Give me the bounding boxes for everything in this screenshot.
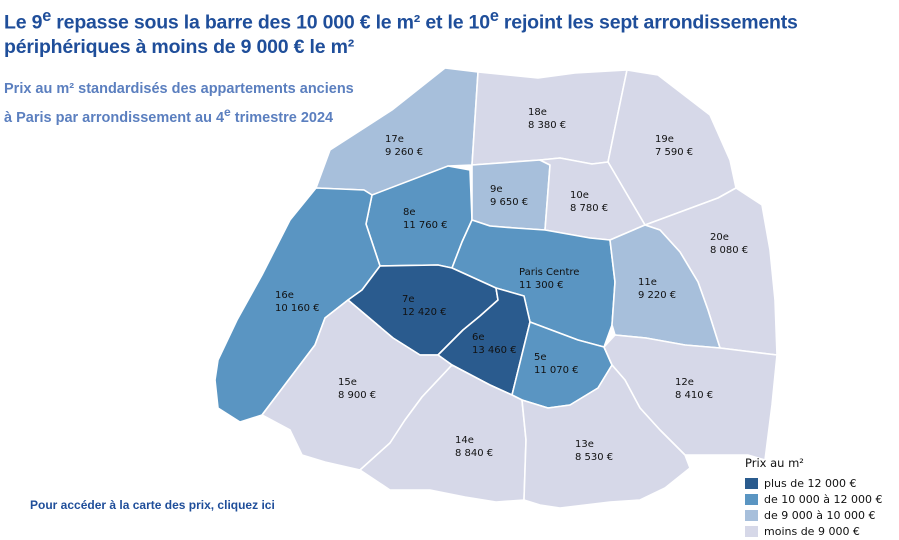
arrondissement-9 bbox=[471, 159, 551, 231]
arrondissement-18 bbox=[471, 69, 628, 166]
arrondissement-17-price: 9 260 € bbox=[385, 147, 423, 158]
arrondissement-10-name: 10e bbox=[570, 190, 589, 201]
arrondissement-18-name: 18e bbox=[528, 107, 547, 118]
arrondissement-13-name: 13e bbox=[575, 439, 594, 450]
arrondissement-8-price: 11 760 € bbox=[403, 220, 448, 231]
arrondissement-8-name: 8e bbox=[403, 207, 416, 218]
arrondissement-18-price: 8 380 € bbox=[528, 120, 566, 131]
legend: Prix au m² plus de 12 000 € de 10 000 à 1… bbox=[745, 456, 895, 540]
arrondissement-6-price: 13 460 € bbox=[472, 345, 517, 356]
arrondissement-5-name: 5e bbox=[534, 352, 547, 363]
legend-label: de 10 000 à 12 000 € bbox=[764, 492, 883, 506]
legend-item: plus de 12 000 € bbox=[745, 476, 895, 490]
arrondissement-14-price: 8 840 € bbox=[455, 448, 493, 459]
arrondissement-9-price: 9 650 € bbox=[490, 197, 528, 208]
arrondissement-13 bbox=[521, 364, 691, 509]
arrondissement-11-name: 11e bbox=[638, 277, 657, 288]
arrondissement-7-price: 12 420 € bbox=[402, 307, 447, 318]
arrondissement-6-name: 6e bbox=[472, 332, 485, 343]
arrondissement-5-price: 11 070 € bbox=[534, 365, 579, 376]
arrondissement-12-price: 8 410 € bbox=[675, 390, 713, 401]
legend-title: Prix au m² bbox=[745, 456, 804, 470]
legend-label: moins de 9 000 € bbox=[764, 524, 860, 538]
legend-swatch bbox=[745, 509, 758, 521]
legend-item: moins de 9 000 € bbox=[745, 524, 895, 538]
legend-swatch bbox=[745, 477, 758, 489]
arrondissement-11-price: 9 220 € bbox=[638, 290, 676, 301]
arrondissement-9-name: 9e bbox=[490, 184, 503, 195]
price-map-link[interactable]: Pour accéder à la carte des prix, clique… bbox=[30, 498, 275, 512]
arrondissement-19-price: 7 590 € bbox=[655, 147, 693, 158]
arrondissement-15-price: 8 900 € bbox=[338, 390, 376, 401]
arrondissement-10-price: 8 780 € bbox=[570, 203, 608, 214]
arrondissement-12-name: 12e bbox=[675, 377, 694, 388]
legend-swatch bbox=[745, 493, 758, 505]
legend-item: de 9 000 à 10 000 € bbox=[745, 508, 895, 522]
legend-label: de 9 000 à 10 000 € bbox=[764, 508, 876, 522]
arrondissement-15-name: 15e bbox=[338, 377, 357, 388]
arrondissement-20-price: 8 080 € bbox=[710, 245, 748, 256]
arrondissement-13-price: 8 530 € bbox=[575, 452, 613, 463]
arrondissement-14-name: 14e bbox=[455, 435, 474, 446]
arrondissement-19-name: 19e bbox=[655, 134, 674, 145]
headline: Le 9e repasse sous la barre des 10 000 €… bbox=[4, 7, 798, 58]
legend-swatch bbox=[745, 525, 758, 537]
arrondissement-16-name: 16e bbox=[275, 290, 294, 301]
arrondissement-16-price: 10 160 € bbox=[275, 303, 320, 314]
arrondissement-17-name: 17e bbox=[385, 134, 404, 145]
arrondissement-7-name: 7e bbox=[402, 294, 415, 305]
map-subtitle: Prix au m² standardisés des appartements… bbox=[4, 81, 354, 126]
arrondissement-20-name: 20e bbox=[710, 232, 729, 243]
legend-label: plus de 12 000 € bbox=[764, 476, 857, 490]
arrondissement-centre-price: 11 300 € bbox=[519, 280, 564, 291]
arrondissement-centre-name: Paris Centre bbox=[519, 267, 579, 278]
arrondissement-14 bbox=[359, 364, 527, 503]
legend-item: de 10 000 à 12 000 € bbox=[745, 492, 895, 506]
